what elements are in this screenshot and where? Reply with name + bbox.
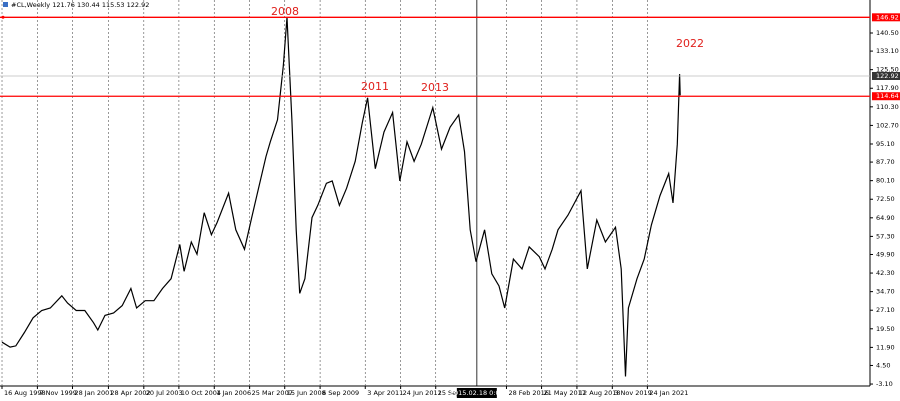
x-tick-label: 15 Jun 2008	[287, 389, 326, 397]
y-tick-label: 57.30	[876, 232, 895, 240]
level-label-bg	[872, 13, 900, 22]
last-price-bg	[872, 71, 900, 80]
x-tick-label: 16 Aug 1998	[4, 389, 46, 397]
price-line	[1, 17, 681, 377]
x-tick-label: 3 Nov 2019	[614, 389, 652, 397]
level-label-bg	[872, 92, 900, 101]
x-tick-label: 25 Mar 2007	[252, 389, 293, 397]
y-tick-label: 140.50	[876, 29, 899, 37]
annotation: 2013	[421, 81, 449, 94]
y-tick-label: 125.50	[876, 66, 899, 74]
y-tick-label: 95.10	[876, 140, 895, 148]
x-tick-label: 21 May 2017	[544, 389, 586, 397]
y-tick-label: 19.50	[876, 325, 895, 333]
x-tick-label: 3 Apr 2011	[367, 389, 403, 397]
annotation: 2022	[676, 37, 704, 50]
x-tick-label: 1 Jan 2006	[216, 389, 251, 397]
x-tick-label: 10 Oct 2004	[181, 389, 221, 397]
y-tick-label: -3.10	[876, 380, 893, 388]
level-label: 146.92	[876, 13, 899, 21]
y-tick-label: 102.70	[876, 121, 899, 129]
y-tick-label: 110.30	[876, 103, 899, 111]
crosshair-label-bg	[456, 388, 497, 398]
annotation: 2011	[361, 80, 389, 93]
y-tick-label: 80.10	[876, 177, 895, 185]
x-tick-label: 12 Aug 2018	[579, 389, 621, 397]
chart-header: #CL,Weekly 121.76 130.44 115.53 122.92	[11, 1, 149, 9]
y-tick-label: 49.90	[876, 250, 895, 258]
x-tick-label: 24 Jun 2012	[403, 389, 442, 397]
x-tick-label: 28 Jan 2001	[74, 389, 113, 397]
y-tick-label: 117.90	[876, 84, 899, 92]
x-tick-label: 28 Apr 2002	[110, 389, 150, 397]
y-tick-label: 64.90	[876, 214, 895, 222]
y-tick-label: 11.90	[876, 343, 895, 351]
y-tick-label: 42.30	[876, 269, 895, 277]
x-tick-label: 24 Jan 2021	[649, 389, 688, 397]
y-tick-label: 72.50	[876, 195, 895, 203]
y-tick-label: 34.70	[876, 288, 895, 296]
level-handle	[1, 15, 5, 19]
last-price-label: 122.92	[876, 72, 899, 80]
symbol-icon	[3, 2, 8, 7]
y-tick-label: 27.10	[876, 306, 895, 314]
y-tick-label: 4.50	[876, 361, 890, 369]
x-tick-label: 6 Sep 2009	[322, 389, 359, 397]
y-tick-label: 87.70	[876, 158, 895, 166]
x-tick-label: 20 Jul 2003	[146, 389, 183, 397]
crosshair-label: 2015.02.18 0:00	[450, 389, 504, 397]
level-label: 114.64	[876, 92, 899, 100]
y-tick-label: 133.10	[876, 47, 899, 55]
x-tick-label: 28 Feb 2016	[508, 389, 548, 397]
x-tick-label: 7 Nov 1999	[39, 389, 76, 397]
annotation: 2008	[271, 5, 299, 18]
